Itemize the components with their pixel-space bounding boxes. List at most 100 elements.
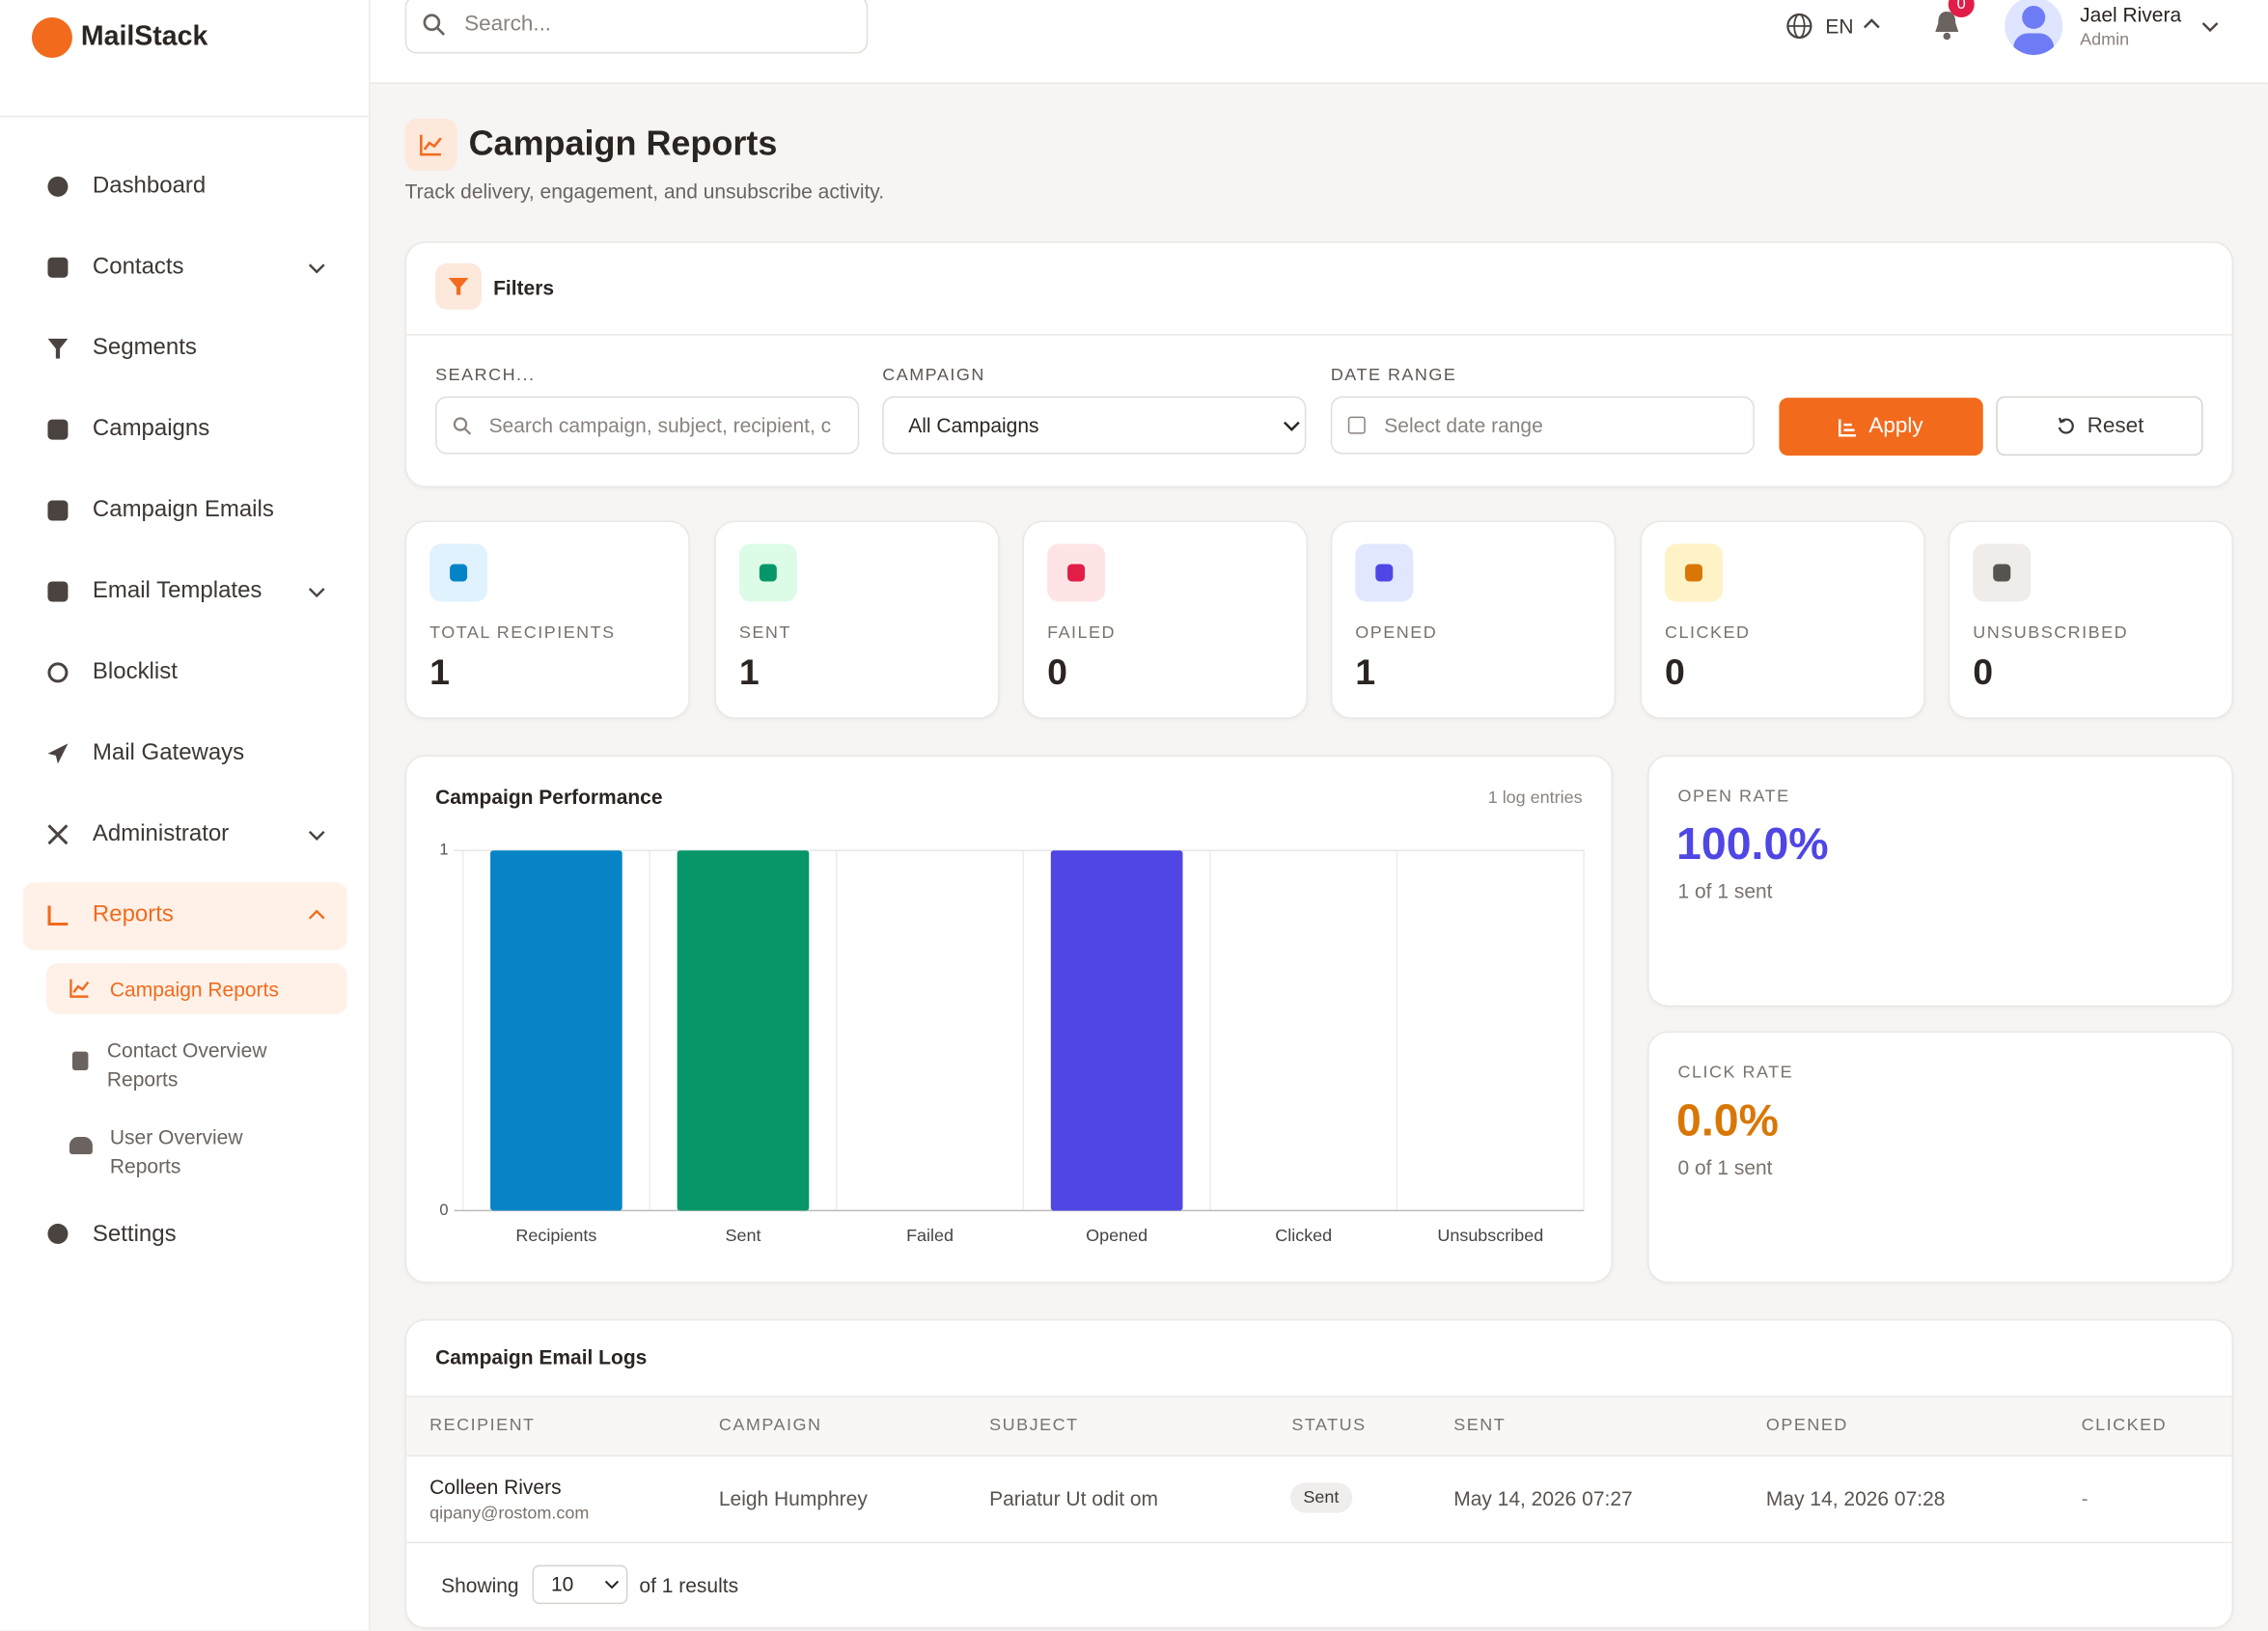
nav-icon: [47, 500, 69, 521]
reset-button[interactable]: Reset: [1996, 396, 2203, 456]
user-role: Admin: [2080, 28, 2130, 49]
avatar[interactable]: [2005, 0, 2063, 55]
sub-active-bg: [45, 963, 347, 1014]
sidebar: MailStack Dashboard Contacts Segments Ca…: [0, 0, 371, 1631]
status-badge: Sent: [1289, 1482, 1352, 1513]
search-icon: [423, 14, 446, 36]
date-range[interactable]: Select date range: [1330, 396, 1755, 455]
filters-divider: [406, 334, 2232, 336]
nav-icon: [47, 257, 69, 278]
nav-item[interactable]: Email Templates: [92, 578, 263, 603]
logs-title: Campaign Email Logs: [435, 1344, 648, 1368]
filter-label: CAMPAIGN: [882, 364, 985, 385]
stat-value: 0: [1047, 651, 1067, 693]
x-tick-label: Failed: [906, 1226, 954, 1245]
stat-icon: [1067, 564, 1086, 582]
stat-label: UNSUBSCRIBED: [1973, 622, 2129, 643]
sub-item[interactable]: Campaign Reports: [109, 978, 279, 1002]
nav-icon: [47, 338, 69, 359]
stat-icon: [759, 564, 777, 582]
nav-icon: [47, 581, 69, 602]
filter-search[interactable]: Search campaign, subject, recipient, c: [435, 396, 860, 455]
nav-item[interactable]: Administrator: [92, 821, 230, 846]
x-tick-label: Sent: [725, 1226, 761, 1245]
cell: Pariatur Ut odit om: [989, 1486, 1159, 1510]
avatar-body: [2013, 33, 2055, 55]
nav-item[interactable]: Blocklist: [92, 659, 178, 684]
nav-item[interactable]: Contacts: [92, 254, 184, 280]
globe-icon: [1786, 13, 1812, 40]
rate-label: CLICK RATE: [1677, 1062, 1794, 1083]
sub-item[interactable]: User Overview Reports: [109, 1125, 243, 1177]
chevron: [1284, 421, 1300, 431]
chevron: [308, 830, 325, 841]
stat-icon: [1685, 564, 1702, 582]
chevron: [308, 588, 325, 598]
cell: -: [2081, 1486, 2088, 1510]
rate-card: [1647, 1031, 2234, 1284]
sub-icon: [69, 1136, 93, 1154]
sub-item[interactable]: Contact Overview Reports: [106, 1038, 267, 1092]
chart-note: 1 log entries: [1488, 788, 1583, 807]
user-name[interactable]: Jael Rivera: [2080, 2, 2182, 26]
apply-button[interactable]: Apply: [1779, 398, 1983, 456]
nav-item[interactable]: Campaign Emails: [92, 497, 274, 523]
column-header: RECIPIENT: [429, 1414, 536, 1435]
stat-label: TOTAL RECIPIENTS: [429, 622, 616, 643]
x-tick-label: Recipients: [515, 1226, 596, 1245]
bar: [490, 850, 622, 1211]
notification-badge: 0: [1948, 0, 1975, 17]
rate-value: 100.0%: [1676, 818, 1829, 870]
x-tick-label: Unsubscribed: [1437, 1226, 1543, 1245]
nav-icon: [47, 1223, 69, 1244]
cell: Leigh Humphrey: [718, 1486, 868, 1510]
y-tick-label: 1: [439, 842, 448, 859]
page-title: Campaign Reports: [468, 124, 778, 164]
nav-icon: [47, 662, 69, 683]
campaign-select[interactable]: All Campaigns: [882, 396, 1307, 455]
nav-item[interactable]: Reports: [92, 902, 174, 927]
nav-item[interactable]: Settings: [92, 1222, 177, 1247]
recipient-email: qipany@rostom.com: [429, 1503, 590, 1524]
rate-card: [1647, 755, 2234, 1008]
reset-icon: [2058, 417, 2074, 434]
calendar-icon: [1347, 416, 1366, 434]
stat-icon: [450, 564, 468, 582]
sub-icon: [71, 1051, 89, 1071]
chart-title: Campaign Performance: [435, 787, 662, 809]
per-page-select[interactable]: 10: [532, 1564, 628, 1605]
stat-icon: [1375, 564, 1394, 582]
bar: [677, 850, 810, 1211]
bar: [1050, 850, 1183, 1211]
global-search[interactable]: Search...: [404, 0, 869, 54]
x-tick-label: Clicked: [1275, 1226, 1332, 1245]
sidebar-divider: [0, 115, 370, 118]
stat-value: 0: [1973, 651, 1994, 693]
table-head-bg: [406, 1396, 2232, 1457]
nav-active-bg: [22, 882, 347, 951]
nav-item[interactable]: Mail Gateways: [92, 740, 245, 765]
chevron: [2201, 22, 2219, 33]
rate-detail: 0 of 1 sent: [1677, 1155, 1773, 1179]
stat-label: CLICKED: [1665, 622, 1751, 643]
nav-item[interactable]: Campaigns: [92, 416, 210, 442]
chevron: [308, 263, 325, 274]
nav-item[interactable]: Dashboard: [92, 173, 207, 199]
nav-icon: [47, 824, 69, 845]
filter-label: DATE RANGE: [1330, 364, 1457, 385]
stat-value: 0: [1665, 651, 1685, 693]
nav-icon: [47, 176, 69, 197]
nav-item[interactable]: Segments: [92, 335, 197, 361]
page-subtitle: Track delivery, engagement, and unsubscr…: [404, 179, 885, 203]
brand[interactable]: MailStack: [80, 21, 208, 52]
column-header: STATUS: [1291, 1414, 1367, 1435]
bell-icon[interactable]: [1932, 9, 1961, 41]
results-label: of 1 results: [639, 1573, 739, 1597]
language[interactable]: EN: [1825, 14, 1854, 38]
sub-icon: [69, 979, 90, 998]
filters-title: Filters: [493, 276, 555, 300]
column-header: SUBJECT: [989, 1414, 1079, 1435]
stat-value: 1: [738, 651, 760, 693]
chevron: [308, 909, 325, 920]
column-header: SENT: [1453, 1414, 1507, 1435]
